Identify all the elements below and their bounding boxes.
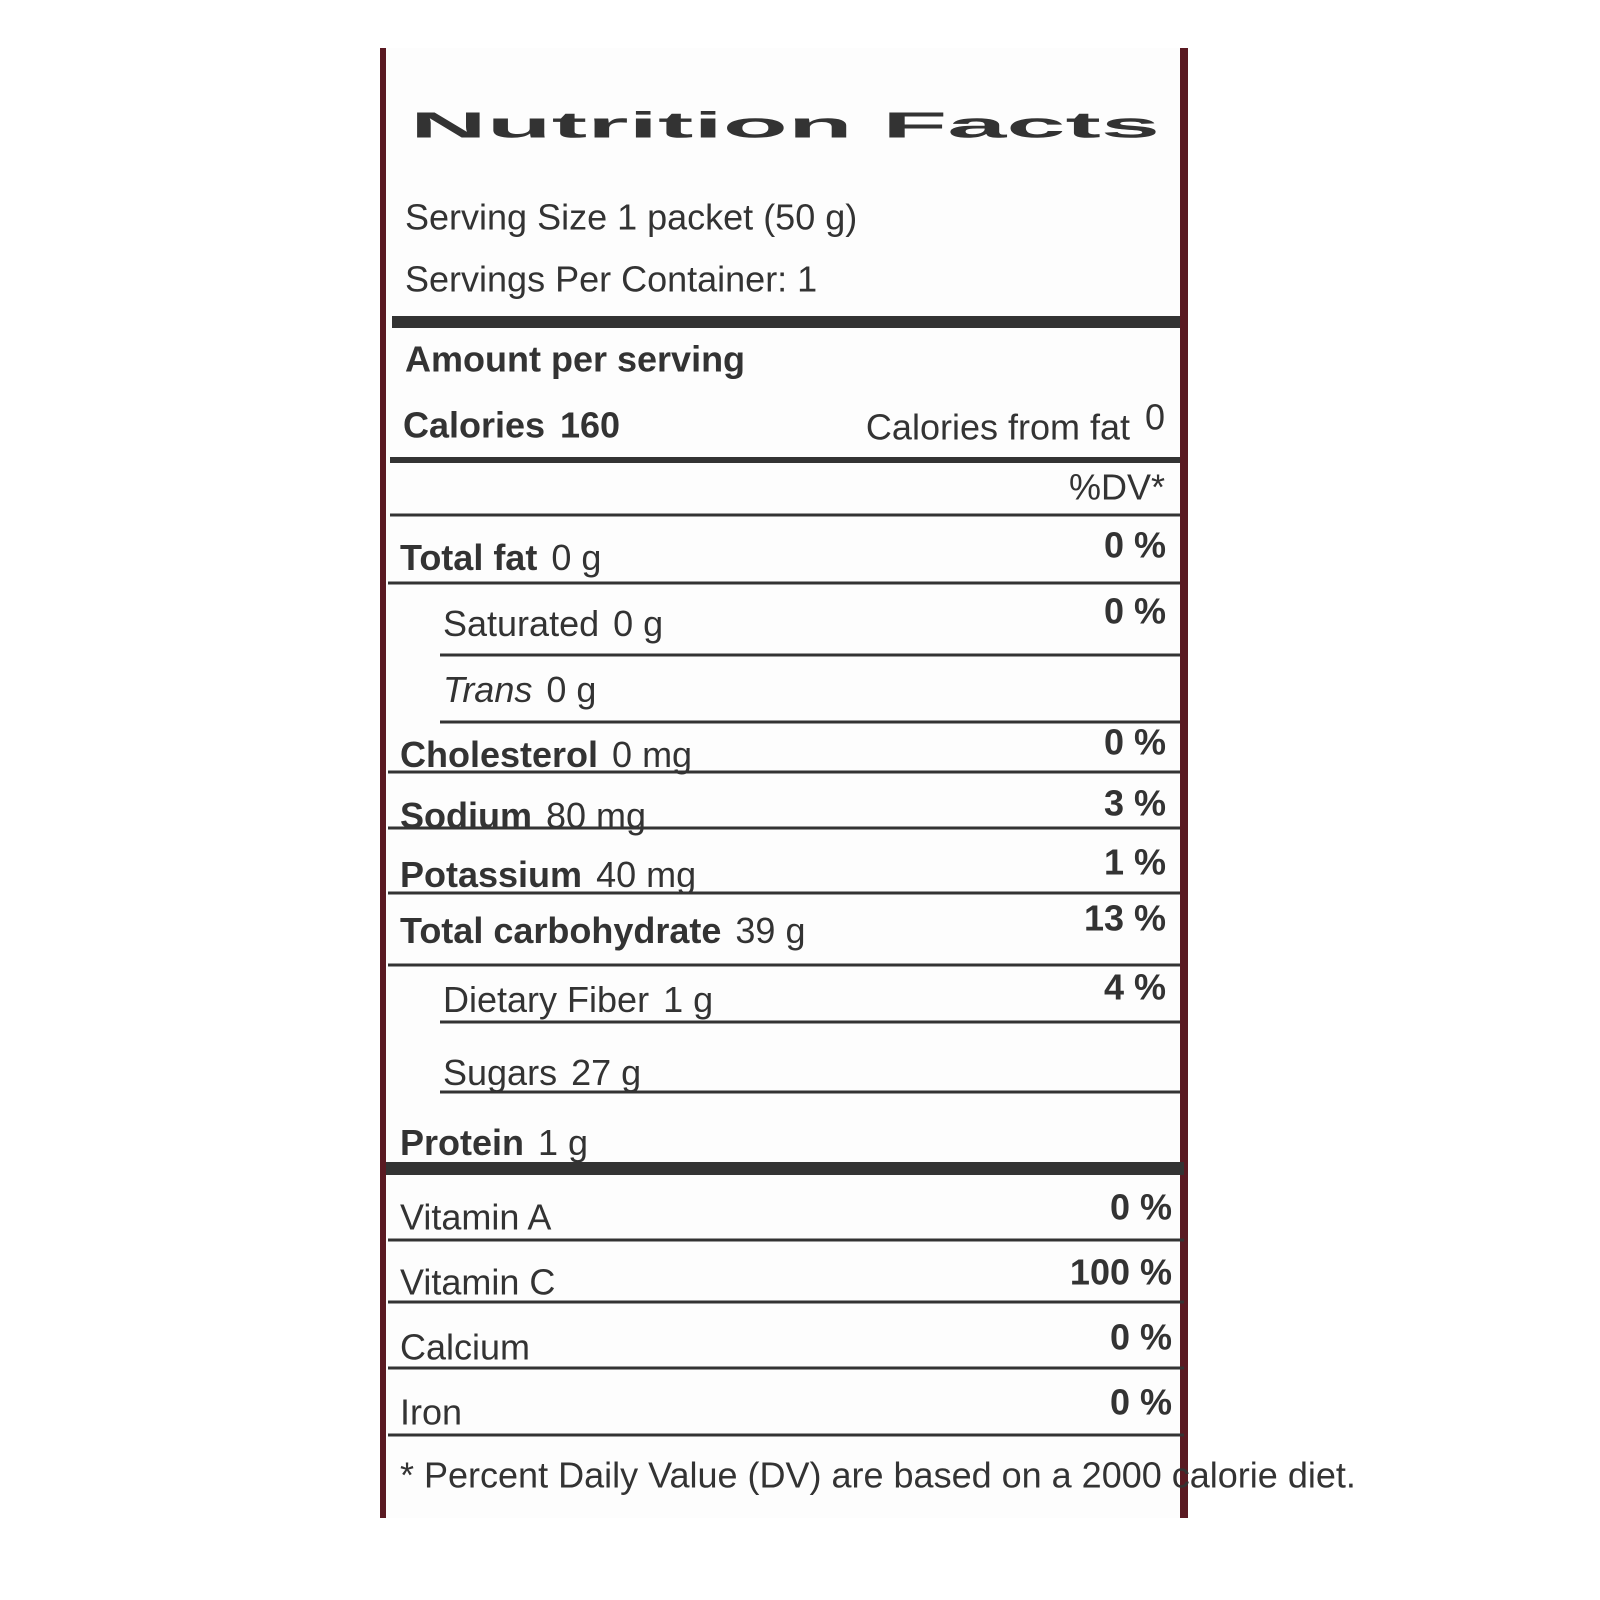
nutrient-row: Dietary Fiber 1 g bbox=[443, 979, 713, 1020]
package-edge bbox=[1180, 48, 1188, 1518]
nutrient-amount: 1 g bbox=[538, 1122, 588, 1163]
nutrient-dv: 13 % bbox=[1084, 898, 1166, 939]
nutrient-amount: 0 g bbox=[613, 603, 663, 644]
thick-rule bbox=[392, 316, 1180, 328]
amount-per-serving: Amount per serving bbox=[405, 339, 745, 380]
nutrient-name: Protein bbox=[400, 1122, 524, 1163]
vitamin-name: Calcium bbox=[400, 1327, 530, 1368]
nutrient-row: Total fat 0 g bbox=[400, 537, 601, 578]
nutrient-name: Trans bbox=[443, 669, 532, 710]
nutrient-name: Total carbohydrate bbox=[400, 910, 721, 951]
nutrient-amount: 0 g bbox=[546, 669, 596, 710]
nutrient-dv: 0 % bbox=[1104, 525, 1166, 566]
calories-from-fat-label: Calories from fat bbox=[866, 407, 1130, 448]
nutrient-dv: 4 % bbox=[1104, 967, 1166, 1008]
nutrient-row: Saturated 0 g bbox=[443, 603, 663, 644]
package-edge bbox=[380, 48, 386, 1518]
nutrient-amount: 40 mg bbox=[596, 854, 696, 895]
vitamin-dv: 100 % bbox=[1070, 1252, 1172, 1293]
nutrient-row: Total carbohydrate 39 g bbox=[400, 910, 805, 951]
nutrient-dv: 0 % bbox=[1104, 722, 1166, 763]
vitamin-name: Vitamin A bbox=[400, 1197, 551, 1238]
rule bbox=[390, 457, 1180, 463]
dv-header: %DV* bbox=[1069, 467, 1165, 508]
serving-size: Serving Size 1 packet (50 g) bbox=[405, 197, 857, 238]
nutrient-amount: 27 g bbox=[571, 1052, 641, 1093]
nutrient-amount: 1 g bbox=[663, 979, 713, 1020]
label-panel bbox=[380, 48, 1188, 1518]
nutrient-row: Sugars 27 g bbox=[443, 1052, 641, 1093]
nutrient-name: Saturated bbox=[443, 603, 599, 644]
nutrient-row: Protein 1 g bbox=[400, 1122, 588, 1163]
calories-value: 160 bbox=[560, 405, 620, 446]
nutrient-row: Potassium 40 mg bbox=[400, 854, 696, 895]
nutrient-row: Trans 0 g bbox=[443, 669, 596, 710]
vitamin-dv: 0 % bbox=[1110, 1382, 1172, 1423]
nutrient-amount: 0 mg bbox=[612, 734, 692, 775]
footnote: * Percent Daily Value (DV) are based on … bbox=[400, 1455, 1356, 1496]
vitamin-name: Vitamin C bbox=[400, 1262, 555, 1303]
nutrient-amount: 0 g bbox=[551, 537, 601, 578]
vitamin-dv: 0 % bbox=[1110, 1317, 1172, 1358]
nutrient-dv: 1 % bbox=[1104, 842, 1166, 883]
nutrient-name: Potassium bbox=[400, 854, 582, 895]
servings-per-container: Servings Per Container: 1 bbox=[405, 259, 817, 300]
title: Nutrition Facts bbox=[410, 105, 1160, 146]
thick-rule bbox=[386, 1162, 1184, 1175]
nutrient-dv: 3 % bbox=[1104, 783, 1166, 824]
nutrient-name: Dietary Fiber bbox=[443, 979, 649, 1020]
vitamin-name: Iron bbox=[400, 1392, 462, 1433]
nutrient-name: Sugars bbox=[443, 1052, 557, 1093]
calories-label: Calories bbox=[403, 405, 545, 446]
nutrient-name: Cholesterol bbox=[400, 734, 598, 775]
nutrient-dv: 0 % bbox=[1104, 591, 1166, 632]
calories-from-fat-value: 0 bbox=[1145, 397, 1165, 438]
vitamin-dv: 0 % bbox=[1110, 1187, 1172, 1228]
nutrient-amount: 39 g bbox=[735, 910, 805, 951]
nutrient-row: Cholesterol 0 mg bbox=[400, 734, 692, 775]
nutrient-name: Total fat bbox=[400, 537, 537, 578]
